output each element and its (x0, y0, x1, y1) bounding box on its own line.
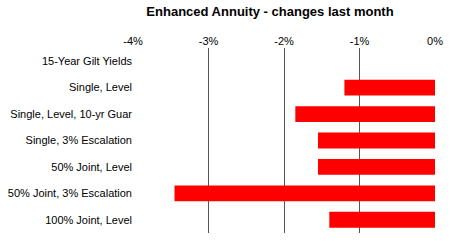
svg-text:50% Joint, Level: 50% Joint, Level (51, 161, 132, 173)
svg-text:-1%: -1% (350, 35, 370, 47)
svg-text:-3%: -3% (199, 35, 219, 47)
svg-text:15-Year Gilt Yields: 15-Year Gilt Yields (42, 55, 133, 67)
svg-text:Single, Level, 10-yr Guar: Single, Level, 10-yr Guar (10, 108, 132, 120)
svg-text:Enhanced Annuity - changes las: Enhanced Annuity - changes last month (146, 4, 393, 19)
svg-text:-2%: -2% (274, 35, 294, 47)
svg-text:0%: 0% (427, 35, 443, 47)
svg-text:50% Joint, 3% Escalation: 50% Joint, 3% Escalation (8, 187, 132, 199)
svg-text:-4%: -4% (123, 35, 143, 47)
svg-text:100% Joint, Level: 100% Joint, Level (45, 214, 132, 226)
svg-text:Single, 3% Escalation: Single, 3% Escalation (26, 134, 132, 146)
svg-text:Single, Level: Single, Level (69, 81, 132, 93)
